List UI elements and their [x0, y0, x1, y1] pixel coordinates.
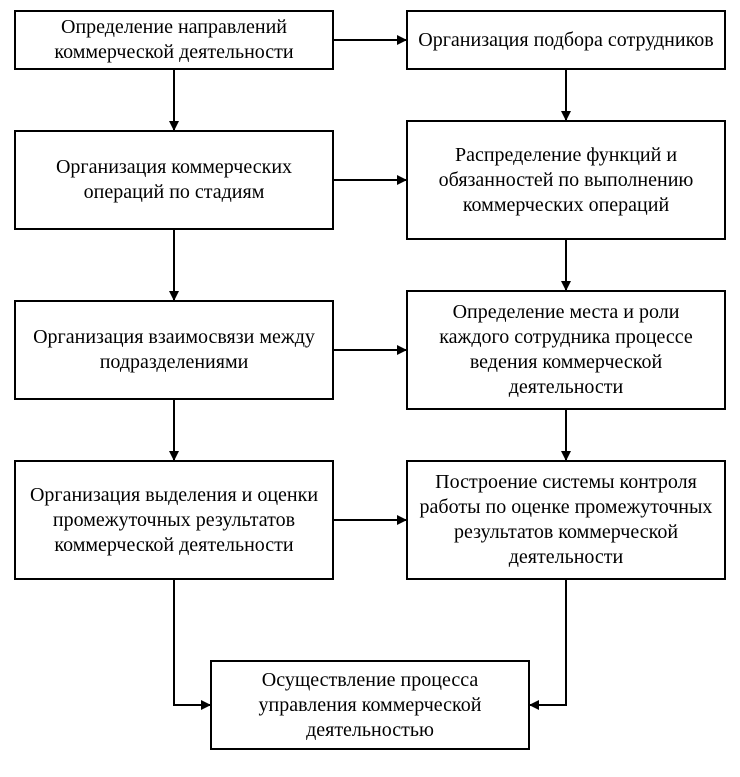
flow-node-label: Организация подбора сотрудников — [416, 28, 716, 53]
flow-node-n9: Осуществление процесса управления коммер… — [210, 660, 530, 750]
flow-node-label: Распределение функций и обязанностей по … — [416, 143, 716, 218]
flow-node-n4: Распределение функций и обязанностей по … — [406, 120, 726, 240]
flow-node-n7: Организация выделения и оценки промежуто… — [14, 460, 334, 580]
flow-node-n5: Организация взаимосвязи между подразделе… — [14, 300, 334, 400]
flow-node-label: Организация выделения и оценки промежуто… — [24, 483, 324, 558]
flow-node-label: Организация взаимосвязи между подразделе… — [24, 325, 324, 375]
edge-n8-n9 — [530, 580, 566, 705]
flow-node-n1: Определение направлений коммерческой дея… — [14, 10, 334, 70]
flow-node-n8: Построение системы контроля работы по оц… — [406, 460, 726, 580]
flow-node-label: Определение места и роли каждого сотрудн… — [416, 300, 716, 400]
flow-node-label: Построение системы контроля работы по оц… — [416, 470, 716, 570]
flowchart-canvas: Определение направлений коммерческой дея… — [0, 0, 740, 777]
flow-node-label: Организация коммерческих операций по ста… — [24, 155, 324, 205]
flow-node-n2: Организация подбора сотрудников — [406, 10, 726, 70]
edge-n7-n9 — [174, 580, 210, 705]
flow-node-label: Определение направлений коммерческой дея… — [24, 15, 324, 65]
flow-node-label: Осуществление процесса управления коммер… — [220, 668, 520, 743]
flow-node-n3: Организация коммерческих операций по ста… — [14, 130, 334, 230]
flow-node-n6: Определение места и роли каждого сотрудн… — [406, 290, 726, 410]
